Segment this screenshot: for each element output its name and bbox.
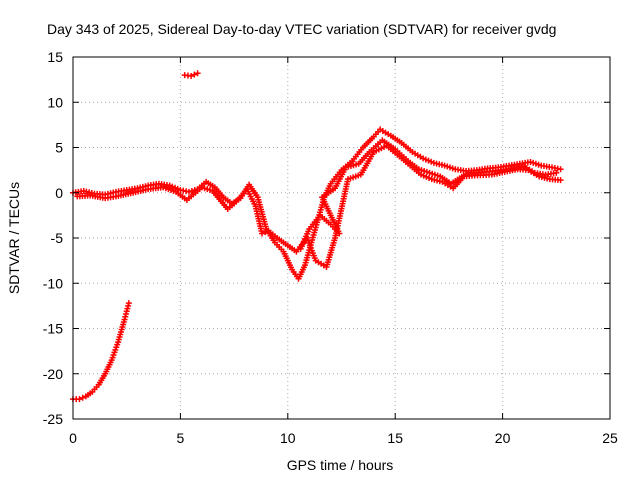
data-points bbox=[70, 70, 564, 403]
grid-lines bbox=[73, 57, 610, 419]
x-tick-label: 0 bbox=[69, 430, 77, 446]
x-tick-label: 5 bbox=[177, 430, 185, 446]
data-point bbox=[194, 70, 201, 77]
chart-title: Day 343 of 2025, Sidereal Day-to-day VTE… bbox=[47, 21, 556, 37]
data-point bbox=[553, 169, 560, 176]
x-tick-label: 10 bbox=[280, 430, 296, 446]
data-point bbox=[262, 229, 269, 236]
y-tick-label: 0 bbox=[55, 185, 63, 201]
data-point bbox=[79, 394, 86, 401]
data-point bbox=[185, 188, 192, 195]
axis-ticks: 0 5 10 15 20 25 -25 -20 -15 -10 -5 0 5 10 15 bbox=[43, 49, 618, 446]
data-point bbox=[125, 300, 132, 307]
data-point bbox=[557, 177, 564, 184]
data-point bbox=[191, 71, 198, 78]
y-tick-label: 5 bbox=[55, 140, 63, 156]
data-point bbox=[188, 187, 195, 194]
y-tick-label: -25 bbox=[43, 411, 63, 427]
data-point bbox=[259, 230, 266, 237]
x-tick-label: 25 bbox=[602, 430, 618, 446]
data-point bbox=[188, 73, 195, 80]
x-tick-label: 20 bbox=[495, 430, 511, 446]
y-tick-label: -5 bbox=[51, 230, 64, 246]
x-tick-label: 15 bbox=[387, 430, 403, 446]
data-point bbox=[557, 166, 564, 173]
y-axis-label: SDTVAR / TECUs bbox=[6, 182, 22, 294]
x-axis-label: GPS time / hours bbox=[287, 457, 394, 473]
y-tick-label: 10 bbox=[47, 94, 63, 110]
data-point bbox=[76, 396, 83, 403]
y-tick-label: -15 bbox=[43, 321, 63, 337]
y-tick-label: 15 bbox=[47, 49, 63, 65]
y-tick-label: -20 bbox=[43, 366, 63, 382]
y-tick-label: -10 bbox=[43, 275, 63, 291]
